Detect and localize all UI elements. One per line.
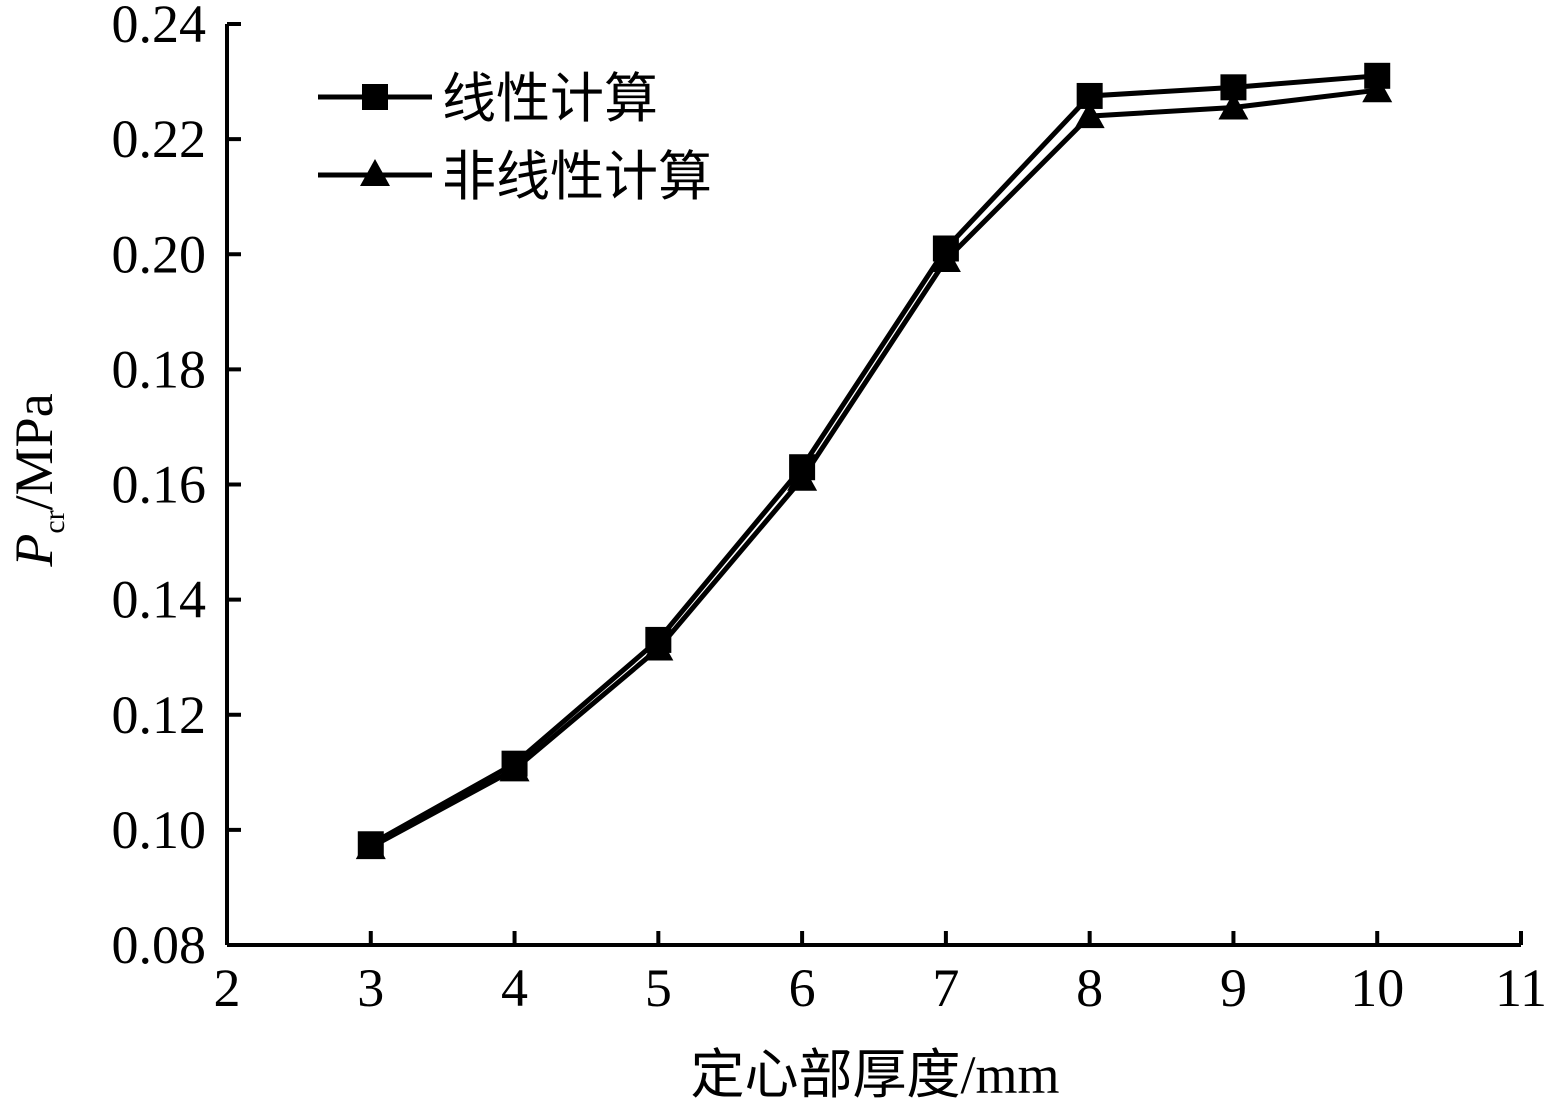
x-tick-label: 11 [1495,958,1547,1018]
y-axis-title: Pcr/MPa [4,393,71,567]
y-tick-label: 0.12 [112,685,207,745]
y-tick-label: 0.24 [112,0,207,54]
data-point-triangle [787,463,818,491]
series-line [369,73,1378,847]
y-tick-label: 0.20 [112,224,207,284]
legend-label-nonlinear: 非线性计算 [442,147,712,207]
y-axis-title-unit: /MPa [4,393,64,510]
data-point-triangle [1074,101,1105,129]
data-point-triangle [499,754,530,782]
x-tick-label: 10 [1350,958,1404,1018]
data-point-triangle [355,832,386,860]
y-tick-label: 0.22 [112,109,207,169]
x-axis-title: 定心部厚度/mm [690,1045,1059,1105]
data-point-triangle [1362,75,1393,103]
x-tick-label: 4 [501,958,528,1018]
axes: 2 3 4 5 6 7 8 9 10 11 0.08 0.10 0.12 0.14 0.16 0.18 0.20… [112,0,1548,1018]
x-tick-label: 5 [645,958,672,1018]
legend-marker-triangle [360,159,390,186]
legend-label-linear: 线性计算 [442,69,658,129]
legend-marker-square [362,84,388,110]
series-line [369,87,1378,850]
y-tick-label: 0.08 [112,915,207,975]
x-tick-label: 2 [214,958,241,1018]
svg-text:Pcr/MPa: Pcr/MPa [4,393,71,567]
x-tick-label: 3 [357,958,384,1018]
data-point-triangle [643,633,674,661]
y-axis-title-subscript: cr [38,510,71,533]
y-tick-label: 0.18 [112,339,207,399]
y-axis-title-main: P [4,534,64,568]
series-layer [355,62,1393,860]
y-tick-label: 0.16 [112,455,207,515]
x-tick-label: 9 [1220,958,1247,1018]
data-point-triangle [1218,92,1249,120]
data-point-triangle [930,245,961,273]
y-tick-label: 0.14 [112,570,207,630]
series-nonlinear [355,75,1393,860]
x-tick-label: 6 [789,958,816,1018]
y-tick-label: 0.10 [112,800,207,860]
legend: 线性计算 非线性计算 [318,69,712,207]
x-tick-label: 7 [932,958,959,1018]
x-tick-label: 8 [1076,958,1103,1018]
